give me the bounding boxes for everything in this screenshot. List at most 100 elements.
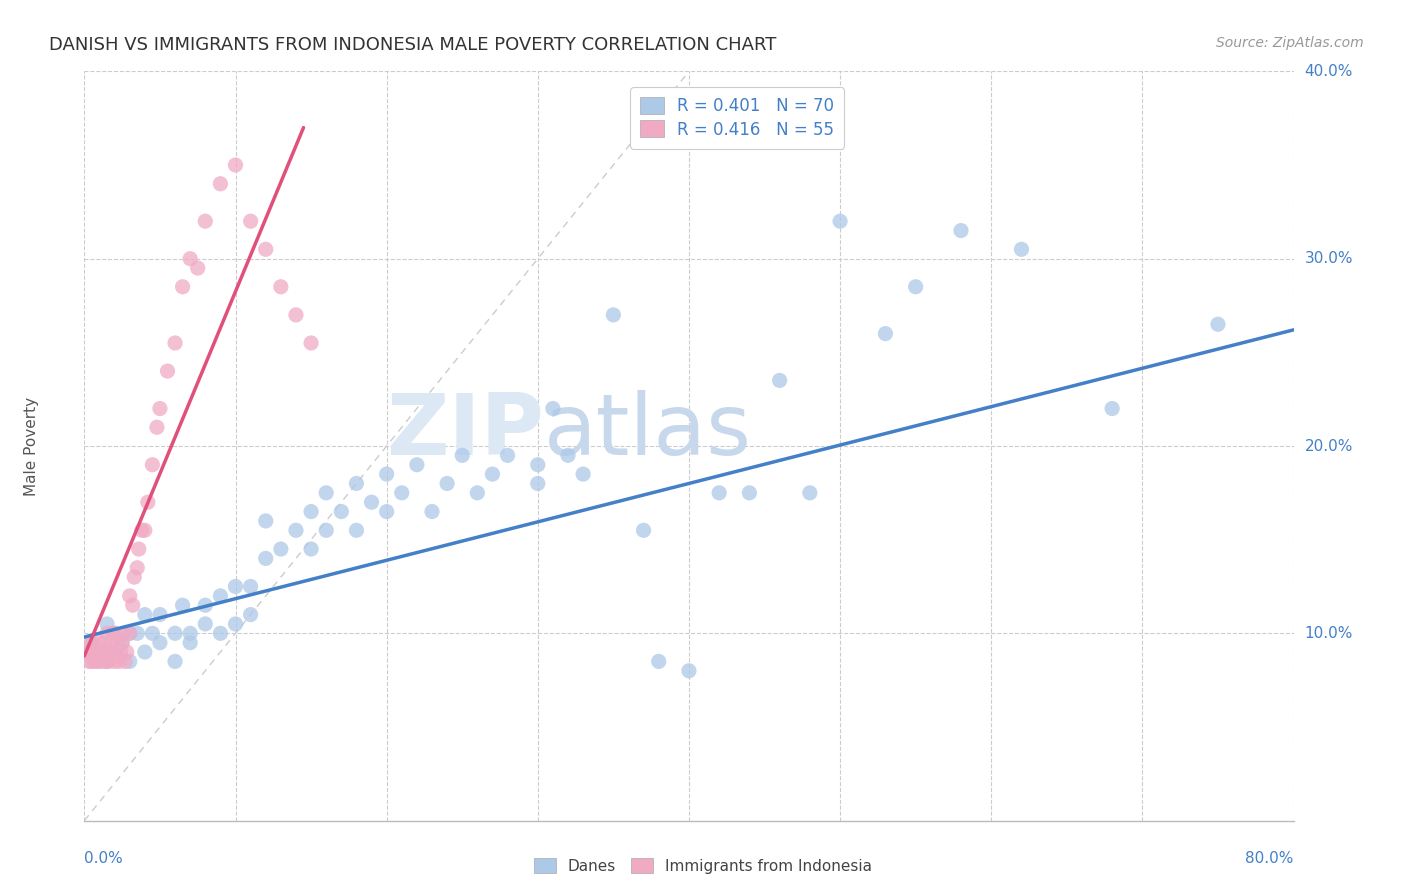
Text: 40.0%: 40.0% — [1305, 64, 1353, 78]
Point — [179, 252, 201, 266]
Point — [97, 655, 120, 669]
Point — [541, 401, 564, 416]
Point — [315, 486, 337, 500]
Point — [127, 561, 149, 575]
Point — [1206, 318, 1229, 332]
Text: 0.0%: 0.0% — [84, 851, 124, 866]
Point — [165, 336, 187, 351]
Point — [738, 486, 761, 500]
Point — [134, 607, 156, 622]
Point — [420, 505, 443, 519]
Point — [141, 626, 163, 640]
Point — [179, 635, 201, 649]
Point — [149, 401, 172, 416]
Point — [360, 495, 382, 509]
Point — [118, 589, 141, 603]
Point — [1101, 401, 1123, 416]
Point — [104, 626, 127, 640]
Point — [134, 524, 156, 538]
Point — [481, 467, 503, 482]
Point — [239, 214, 262, 228]
Point — [110, 645, 132, 659]
Point — [209, 589, 232, 603]
Point — [118, 626, 141, 640]
Point — [146, 420, 169, 434]
Point — [904, 280, 927, 294]
Point — [156, 364, 179, 378]
Point — [187, 261, 209, 276]
Point — [149, 635, 172, 649]
Point — [79, 635, 101, 649]
Point — [875, 326, 897, 341]
Text: 20.0%: 20.0% — [1305, 439, 1353, 453]
Point — [225, 617, 247, 632]
Point — [96, 617, 118, 632]
Point — [127, 626, 149, 640]
Point — [104, 645, 127, 659]
Point — [391, 486, 413, 500]
Point — [134, 645, 156, 659]
Point — [165, 655, 187, 669]
Point — [80, 635, 103, 649]
Point — [89, 635, 111, 649]
Point — [270, 542, 292, 557]
Text: 80.0%: 80.0% — [1246, 851, 1294, 866]
Point — [194, 599, 217, 613]
Point — [100, 635, 122, 649]
Point — [105, 645, 128, 659]
Point — [346, 524, 368, 538]
Point — [111, 635, 134, 649]
Point — [270, 280, 292, 294]
Point — [239, 607, 262, 622]
Point — [136, 495, 159, 509]
Point — [121, 599, 143, 613]
Point — [375, 467, 398, 482]
Point — [299, 542, 322, 557]
Point — [101, 626, 124, 640]
Point — [648, 655, 671, 669]
Point — [98, 645, 121, 659]
Point — [77, 655, 100, 669]
Point — [527, 476, 550, 491]
Point — [141, 458, 163, 472]
Point — [84, 655, 107, 669]
Point — [602, 308, 624, 322]
Point — [436, 476, 458, 491]
Point — [108, 655, 131, 669]
Point — [467, 486, 489, 500]
Point — [165, 626, 187, 640]
Point — [950, 223, 973, 237]
Point — [633, 524, 655, 538]
Point — [115, 645, 138, 659]
Point — [94, 655, 117, 669]
Point — [90, 655, 112, 669]
Point — [172, 599, 194, 613]
Point — [375, 505, 398, 519]
Point — [830, 214, 852, 228]
Point — [285, 524, 308, 538]
Point — [76, 645, 98, 659]
Point — [496, 449, 519, 463]
Point — [112, 626, 135, 640]
Point — [86, 645, 108, 659]
Point — [82, 645, 104, 659]
Legend: R = 0.401   N = 70, R = 0.416   N = 55: R = 0.401 N = 70, R = 0.416 N = 55 — [630, 87, 844, 149]
Point — [107, 635, 129, 649]
Point — [93, 635, 115, 649]
Point — [678, 664, 700, 678]
Point — [172, 280, 194, 294]
Text: 10.0%: 10.0% — [1305, 626, 1353, 640]
Text: 30.0%: 30.0% — [1305, 252, 1353, 266]
Point — [299, 505, 322, 519]
Point — [118, 655, 141, 669]
Point — [330, 505, 353, 519]
Point — [128, 542, 150, 557]
Point — [104, 655, 127, 669]
Point — [799, 486, 821, 500]
Point — [225, 580, 247, 594]
Point — [315, 524, 337, 538]
Text: Source: ZipAtlas.com: Source: ZipAtlas.com — [1216, 36, 1364, 50]
Point — [254, 551, 277, 566]
Point — [406, 458, 429, 472]
Point — [209, 177, 232, 191]
